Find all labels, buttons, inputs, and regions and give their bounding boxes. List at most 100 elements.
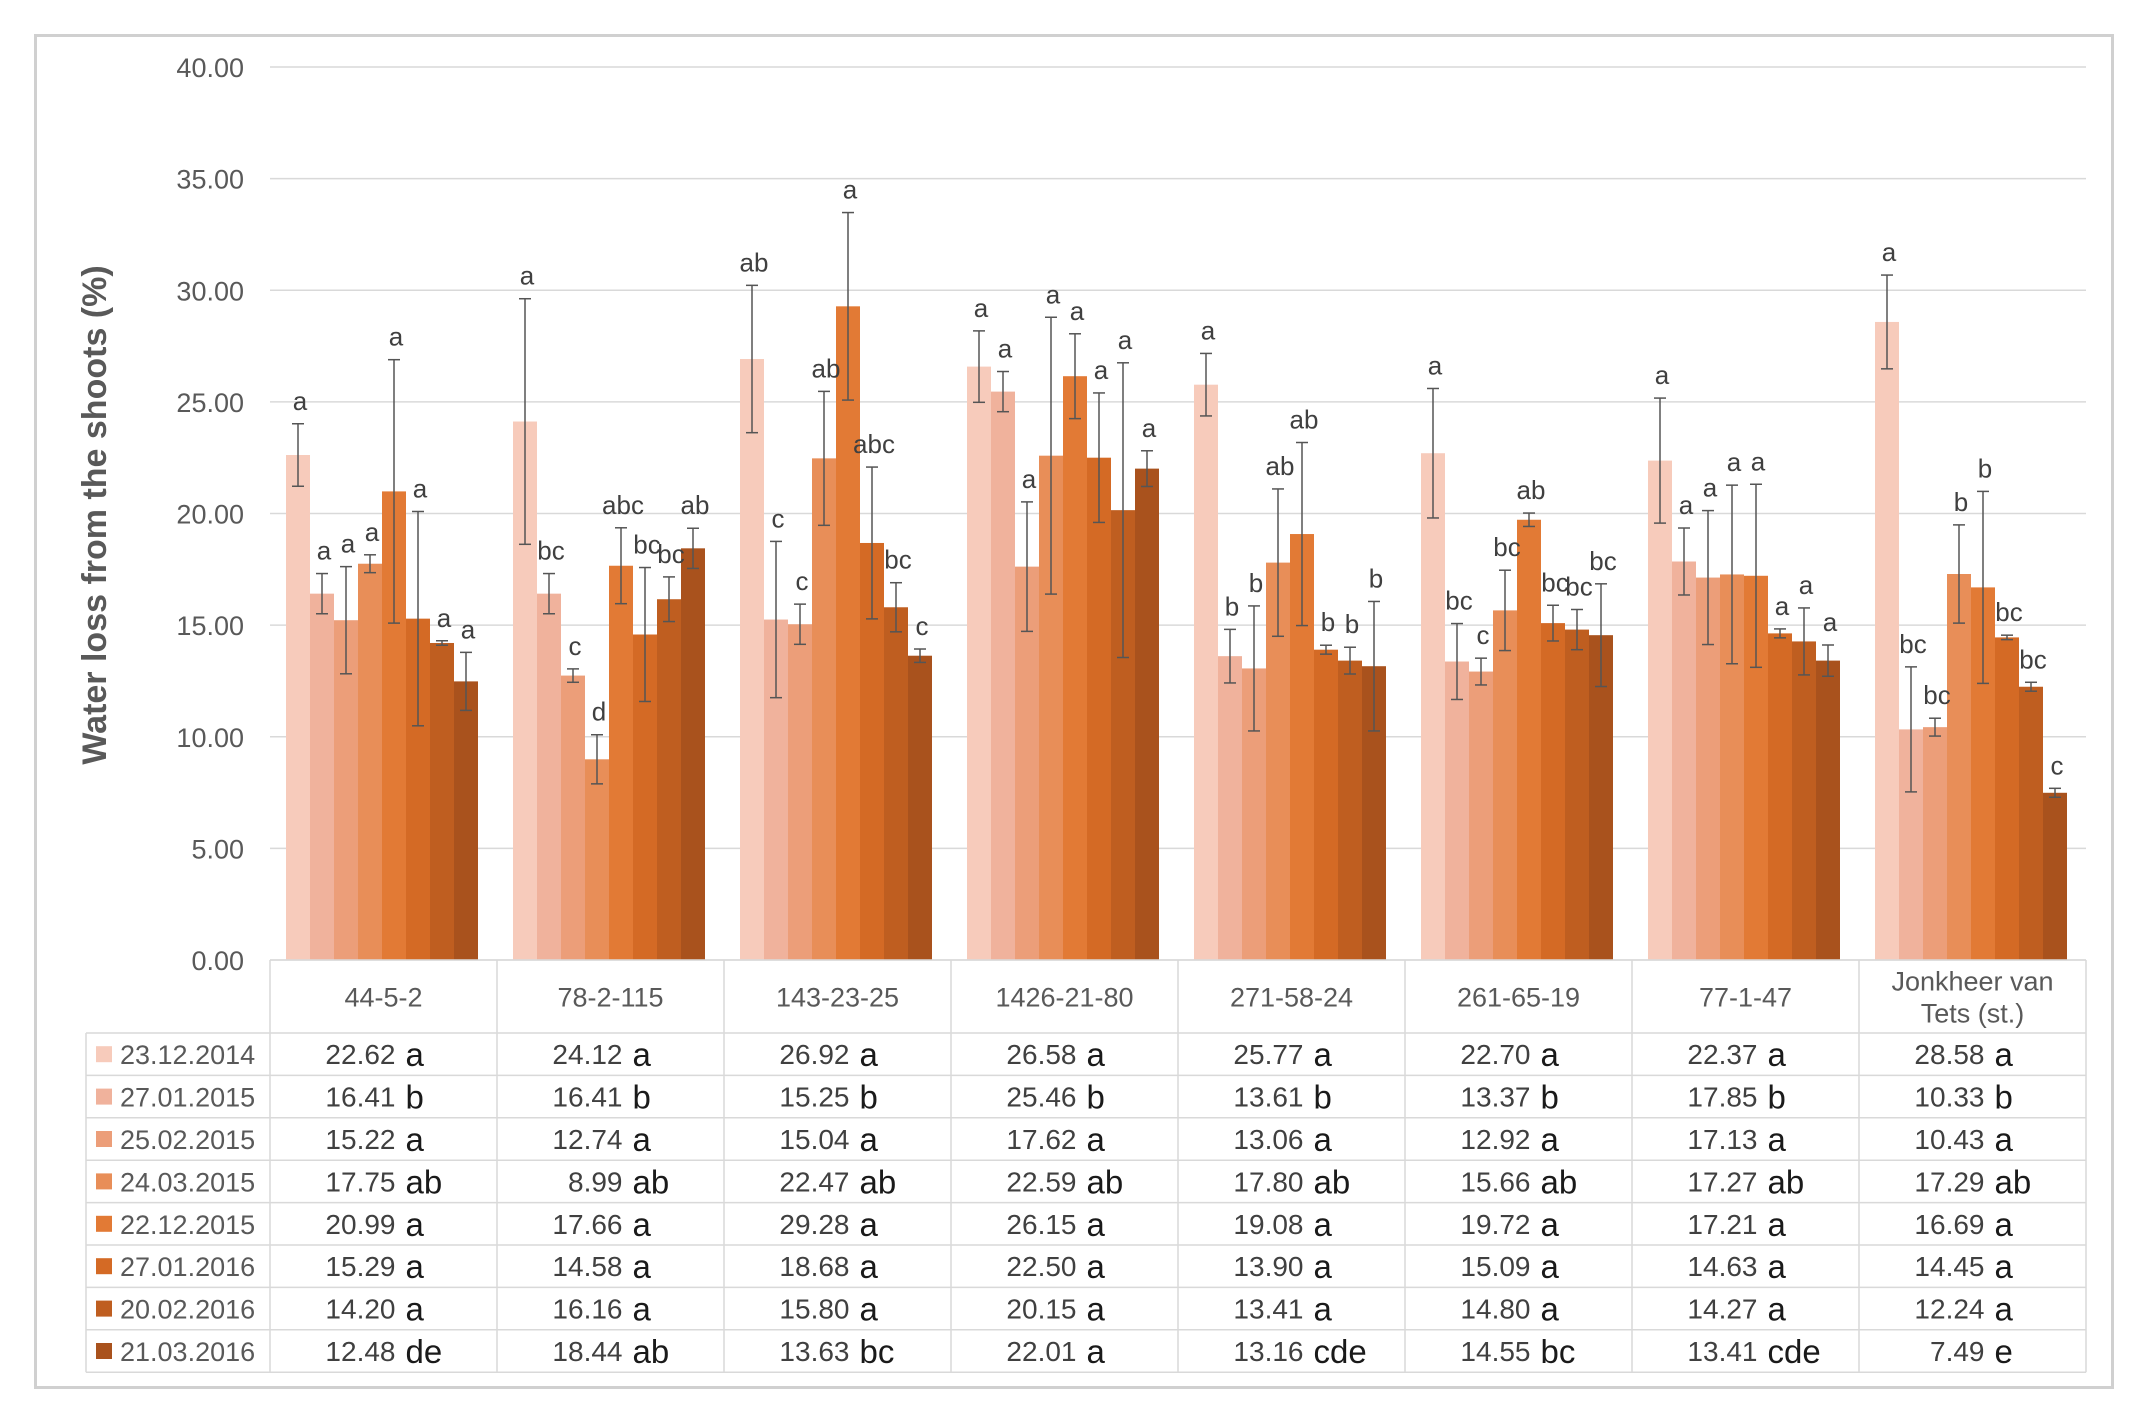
y-tick-label: 35.00	[176, 165, 244, 195]
bar	[1648, 460, 1672, 960]
y-tick-label: 25.00	[176, 388, 244, 418]
bar	[609, 565, 633, 960]
table-letter: a	[1995, 1291, 2014, 1328]
legend-swatch	[96, 1046, 112, 1063]
significance-letter: a	[1022, 464, 1037, 494]
table-value: 15.66	[1460, 1166, 1530, 1197]
table-value: 26.92	[779, 1039, 849, 1070]
bar	[1923, 727, 1947, 960]
significance-letter: bc	[1445, 586, 1472, 616]
category-label: 271-58-24	[1230, 983, 1353, 1013]
legend-swatch	[96, 1173, 112, 1190]
y-tick-label: 40.00	[176, 53, 244, 83]
table-value: 22.59	[1006, 1166, 1076, 1197]
significance-letter: a	[1070, 296, 1085, 326]
table-letter: a	[633, 1291, 652, 1328]
bar	[1493, 610, 1517, 960]
table-letter: a	[1768, 1206, 1787, 1243]
category-label: Tets (st.)	[1921, 999, 2025, 1029]
table-value: 22.50	[1006, 1251, 1076, 1282]
table-value: 17.80	[1233, 1166, 1303, 1197]
legend-label: 22.12.2015	[120, 1210, 255, 1240]
table-letter: b	[406, 1079, 424, 1116]
table-letter: ab	[1314, 1163, 1351, 1200]
table-value: 16.41	[552, 1082, 622, 1113]
bar	[1218, 656, 1242, 960]
table-letter: a	[1541, 1291, 1560, 1328]
significance-letter: ab	[1266, 451, 1295, 481]
bar	[1063, 376, 1087, 960]
significance-letter: a	[1775, 591, 1790, 621]
bar	[1445, 661, 1469, 960]
table-value: 13.90	[1233, 1251, 1303, 1282]
table-value: 17.13	[1687, 1124, 1757, 1155]
legend-label: 24.03.2015	[120, 1167, 255, 1197]
bar	[884, 607, 908, 960]
table-letter: ab	[1768, 1163, 1805, 1200]
table-letter: cde	[1314, 1333, 1367, 1370]
table-letter: a	[633, 1206, 652, 1243]
bar	[2019, 686, 2043, 960]
bar	[561, 675, 585, 960]
legend-swatch	[96, 1131, 112, 1147]
table-value: 13.37	[1460, 1082, 1530, 1113]
table-value: 13.06	[1233, 1124, 1303, 1155]
category-label: Jonkheer van	[1891, 967, 2053, 997]
bar	[908, 655, 932, 960]
bar	[1338, 660, 1362, 960]
table-letter: a	[1541, 1206, 1560, 1243]
table-value: 25.46	[1006, 1082, 1076, 1113]
table-letter: b	[1314, 1079, 1332, 1116]
bar	[1469, 671, 1493, 960]
significance-letter: a	[1823, 607, 1838, 637]
bar	[967, 366, 991, 960]
table-value: 12.92	[1460, 1124, 1530, 1155]
table-letter: ab	[633, 1333, 670, 1370]
table-value: 17.29	[1914, 1166, 1984, 1197]
bar	[2043, 792, 2067, 960]
y-tick-label: 10.00	[176, 723, 244, 753]
table-letter: a	[1314, 1036, 1333, 1073]
table-value: 12.74	[552, 1124, 622, 1155]
bar	[1135, 468, 1159, 960]
category-label: 143-23-25	[776, 983, 899, 1013]
category-label: 78-2-115	[557, 983, 663, 1013]
significance-letter: b	[1978, 453, 1992, 483]
table-value: 20.15	[1006, 1294, 1076, 1325]
significance-letter: bc	[1493, 532, 1520, 562]
table-value: 22.70	[1460, 1039, 1530, 1070]
table-value: 17.66	[552, 1209, 622, 1240]
bar	[1768, 633, 1792, 960]
table-letter: a	[1995, 1206, 2014, 1243]
table-letter: a	[406, 1248, 425, 1285]
legend-swatch	[96, 1343, 112, 1359]
table-value: 17.21	[1687, 1209, 1757, 1240]
bar	[537, 593, 561, 960]
legend-label: 27.01.2016	[120, 1252, 255, 1282]
table-letter: a	[633, 1036, 652, 1073]
legend-swatch	[96, 1088, 112, 1105]
significance-letter: bc	[657, 539, 684, 569]
significance-letter: c	[1477, 620, 1490, 650]
bar	[1816, 660, 1840, 960]
significance-letter: a	[413, 473, 428, 503]
table-letter: a	[1995, 1248, 2014, 1285]
legend-label: 21.03.2016	[120, 1337, 255, 1367]
significance-letter: b	[1225, 591, 1239, 621]
table-value: 14.45	[1914, 1251, 1984, 1282]
y-axis-label: Water loss from the shoots (%)	[76, 265, 114, 764]
significance-letter: a	[998, 334, 1013, 364]
table-value: 13.41	[1687, 1336, 1757, 1367]
bar	[334, 620, 358, 960]
significance-letter: ab	[681, 490, 710, 520]
bar	[1314, 649, 1338, 960]
table-letter: a	[1087, 1121, 1106, 1158]
table-value: 15.22	[325, 1124, 395, 1155]
bar	[657, 599, 681, 960]
table-letter: b	[1541, 1079, 1559, 1116]
table-value: 17.85	[1687, 1082, 1757, 1113]
legend-label: 23.12.2014	[120, 1040, 255, 1070]
significance-letter: c	[916, 611, 929, 641]
bar	[788, 624, 812, 960]
